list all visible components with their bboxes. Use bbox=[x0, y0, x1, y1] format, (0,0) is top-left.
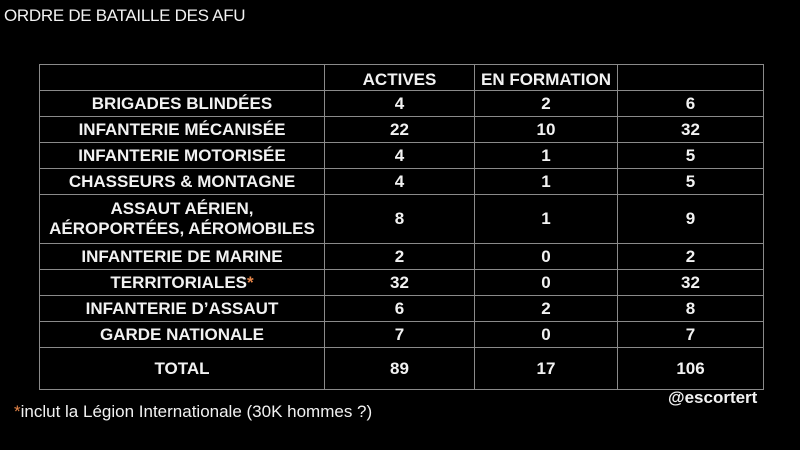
formation-cell: 1 bbox=[474, 168, 618, 195]
actives-cell: 32 bbox=[324, 269, 475, 296]
row-label: BRIGADES BLINDÉES bbox=[91, 93, 273, 113]
header-cell bbox=[39, 64, 325, 91]
row-label: INFANTERIE MOTORISÉE bbox=[78, 145, 286, 165]
total-cell: 32 bbox=[617, 269, 764, 296]
formation-cell: 0 bbox=[474, 269, 618, 296]
actives-cell: 4 bbox=[324, 90, 475, 117]
total-cell: 2 bbox=[617, 243, 764, 270]
table-row: INFANTERIE DE MARINE 2 0 2 bbox=[39, 243, 764, 270]
formation-cell: 1 bbox=[474, 194, 618, 244]
row-label-cell: CHASSEURS & MONTAGNE bbox=[39, 168, 325, 195]
row-label-cell: TERRITORIALES* bbox=[39, 269, 325, 296]
table-row: GARDE NATIONALE 7 0 7 bbox=[39, 321, 764, 348]
table-row: TERRITORIALES* 32 0 32 bbox=[39, 269, 764, 296]
header-cell bbox=[617, 64, 764, 91]
total-cell: 32 bbox=[617, 116, 764, 143]
order-of-battle-table: ACTIVES EN FORMATION BRIGADES BLINDÉES 4… bbox=[39, 64, 764, 390]
footnote-marker: * bbox=[14, 402, 21, 421]
actives-cell: 22 bbox=[324, 116, 475, 143]
footnote: *inclut la Légion Internationale (30K ho… bbox=[14, 402, 372, 422]
footnote-text: inclut la Légion Internationale (30K hom… bbox=[20, 402, 373, 421]
actives-cell: 8 bbox=[324, 194, 475, 244]
row-label-cell: ASSAUT AÉRIEN, AÉROPORTÉES, AÉROMOBILES bbox=[39, 194, 325, 244]
total-formation: 17 bbox=[474, 347, 618, 390]
total-cell: 9 bbox=[617, 194, 764, 244]
table-row: BRIGADES BLINDÉES 4 2 6 bbox=[39, 90, 764, 117]
actives-cell: 4 bbox=[324, 168, 475, 195]
actives-cell: 2 bbox=[324, 243, 475, 270]
formation-cell: 1 bbox=[474, 142, 618, 169]
grand-total: 106 bbox=[617, 347, 764, 390]
table-row: INFANTERIE MÉCANISÉE 22 10 32 bbox=[39, 116, 764, 143]
row-label: INFANTERIE D’ASSAUT bbox=[85, 298, 279, 318]
row-label: INFANTERIE MÉCANISÉE bbox=[78, 119, 286, 139]
header-actives: ACTIVES bbox=[324, 64, 475, 91]
formation-cell: 10 bbox=[474, 116, 618, 143]
actives-cell: 6 bbox=[324, 295, 475, 322]
row-label: GARDE NATIONALE bbox=[99, 324, 264, 344]
row-label-cell: INFANTERIE MOTORISÉE bbox=[39, 142, 325, 169]
actives-cell: 7 bbox=[324, 321, 475, 348]
actives-cell: 4 bbox=[324, 142, 475, 169]
row-label-cell: INFANTERIE MÉCANISÉE bbox=[39, 116, 325, 143]
total-cell: 5 bbox=[617, 168, 764, 195]
header-en-formation: EN FORMATION bbox=[474, 64, 618, 91]
header-row: ACTIVES EN FORMATION bbox=[39, 64, 764, 91]
row-label: CHASSEURS & MONTAGNE bbox=[68, 171, 296, 191]
row-label-cell: INFANTERIE DE MARINE bbox=[39, 243, 325, 270]
footnote-marker: * bbox=[247, 272, 254, 292]
total-cell: 7 bbox=[617, 321, 764, 348]
row-label-cell: GARDE NATIONALE bbox=[39, 321, 325, 348]
row-label: ASSAUT AÉRIEN, bbox=[110, 199, 254, 218]
row-label-cell: INFANTERIE D’ASSAUT bbox=[39, 295, 325, 322]
formation-cell: 2 bbox=[474, 295, 618, 322]
row-label-line2: AÉROPORTÉES, AÉROMOBILES bbox=[49, 219, 315, 238]
row-label: TERRITORIALES bbox=[110, 272, 247, 292]
table-row: CHASSEURS & MONTAGNE 4 1 5 bbox=[39, 168, 764, 195]
formation-cell: 2 bbox=[474, 90, 618, 117]
formation-cell: 0 bbox=[474, 243, 618, 270]
formation-cell: 0 bbox=[474, 321, 618, 348]
table-row: INFANTERIE MOTORISÉE 4 1 5 bbox=[39, 142, 764, 169]
author-handle: @escortert bbox=[668, 388, 758, 407]
total-actives: 89 bbox=[324, 347, 475, 390]
row-label-cell: BRIGADES BLINDÉES bbox=[39, 90, 325, 117]
table-row: INFANTERIE D’ASSAUT 6 2 8 bbox=[39, 295, 764, 322]
total-row: TOTAL 89 17 106 bbox=[39, 347, 764, 390]
page-title: ORDRE DE BATAILLE DES AFU bbox=[4, 6, 246, 25]
total-cell: 8 bbox=[617, 295, 764, 322]
row-label: INFANTERIE DE MARINE bbox=[81, 246, 283, 266]
total-cell: 6 bbox=[617, 90, 764, 117]
total-cell: 5 bbox=[617, 142, 764, 169]
table-row: ASSAUT AÉRIEN, AÉROPORTÉES, AÉROMOBILES 8… bbox=[39, 194, 764, 244]
total-label: TOTAL bbox=[39, 347, 325, 390]
